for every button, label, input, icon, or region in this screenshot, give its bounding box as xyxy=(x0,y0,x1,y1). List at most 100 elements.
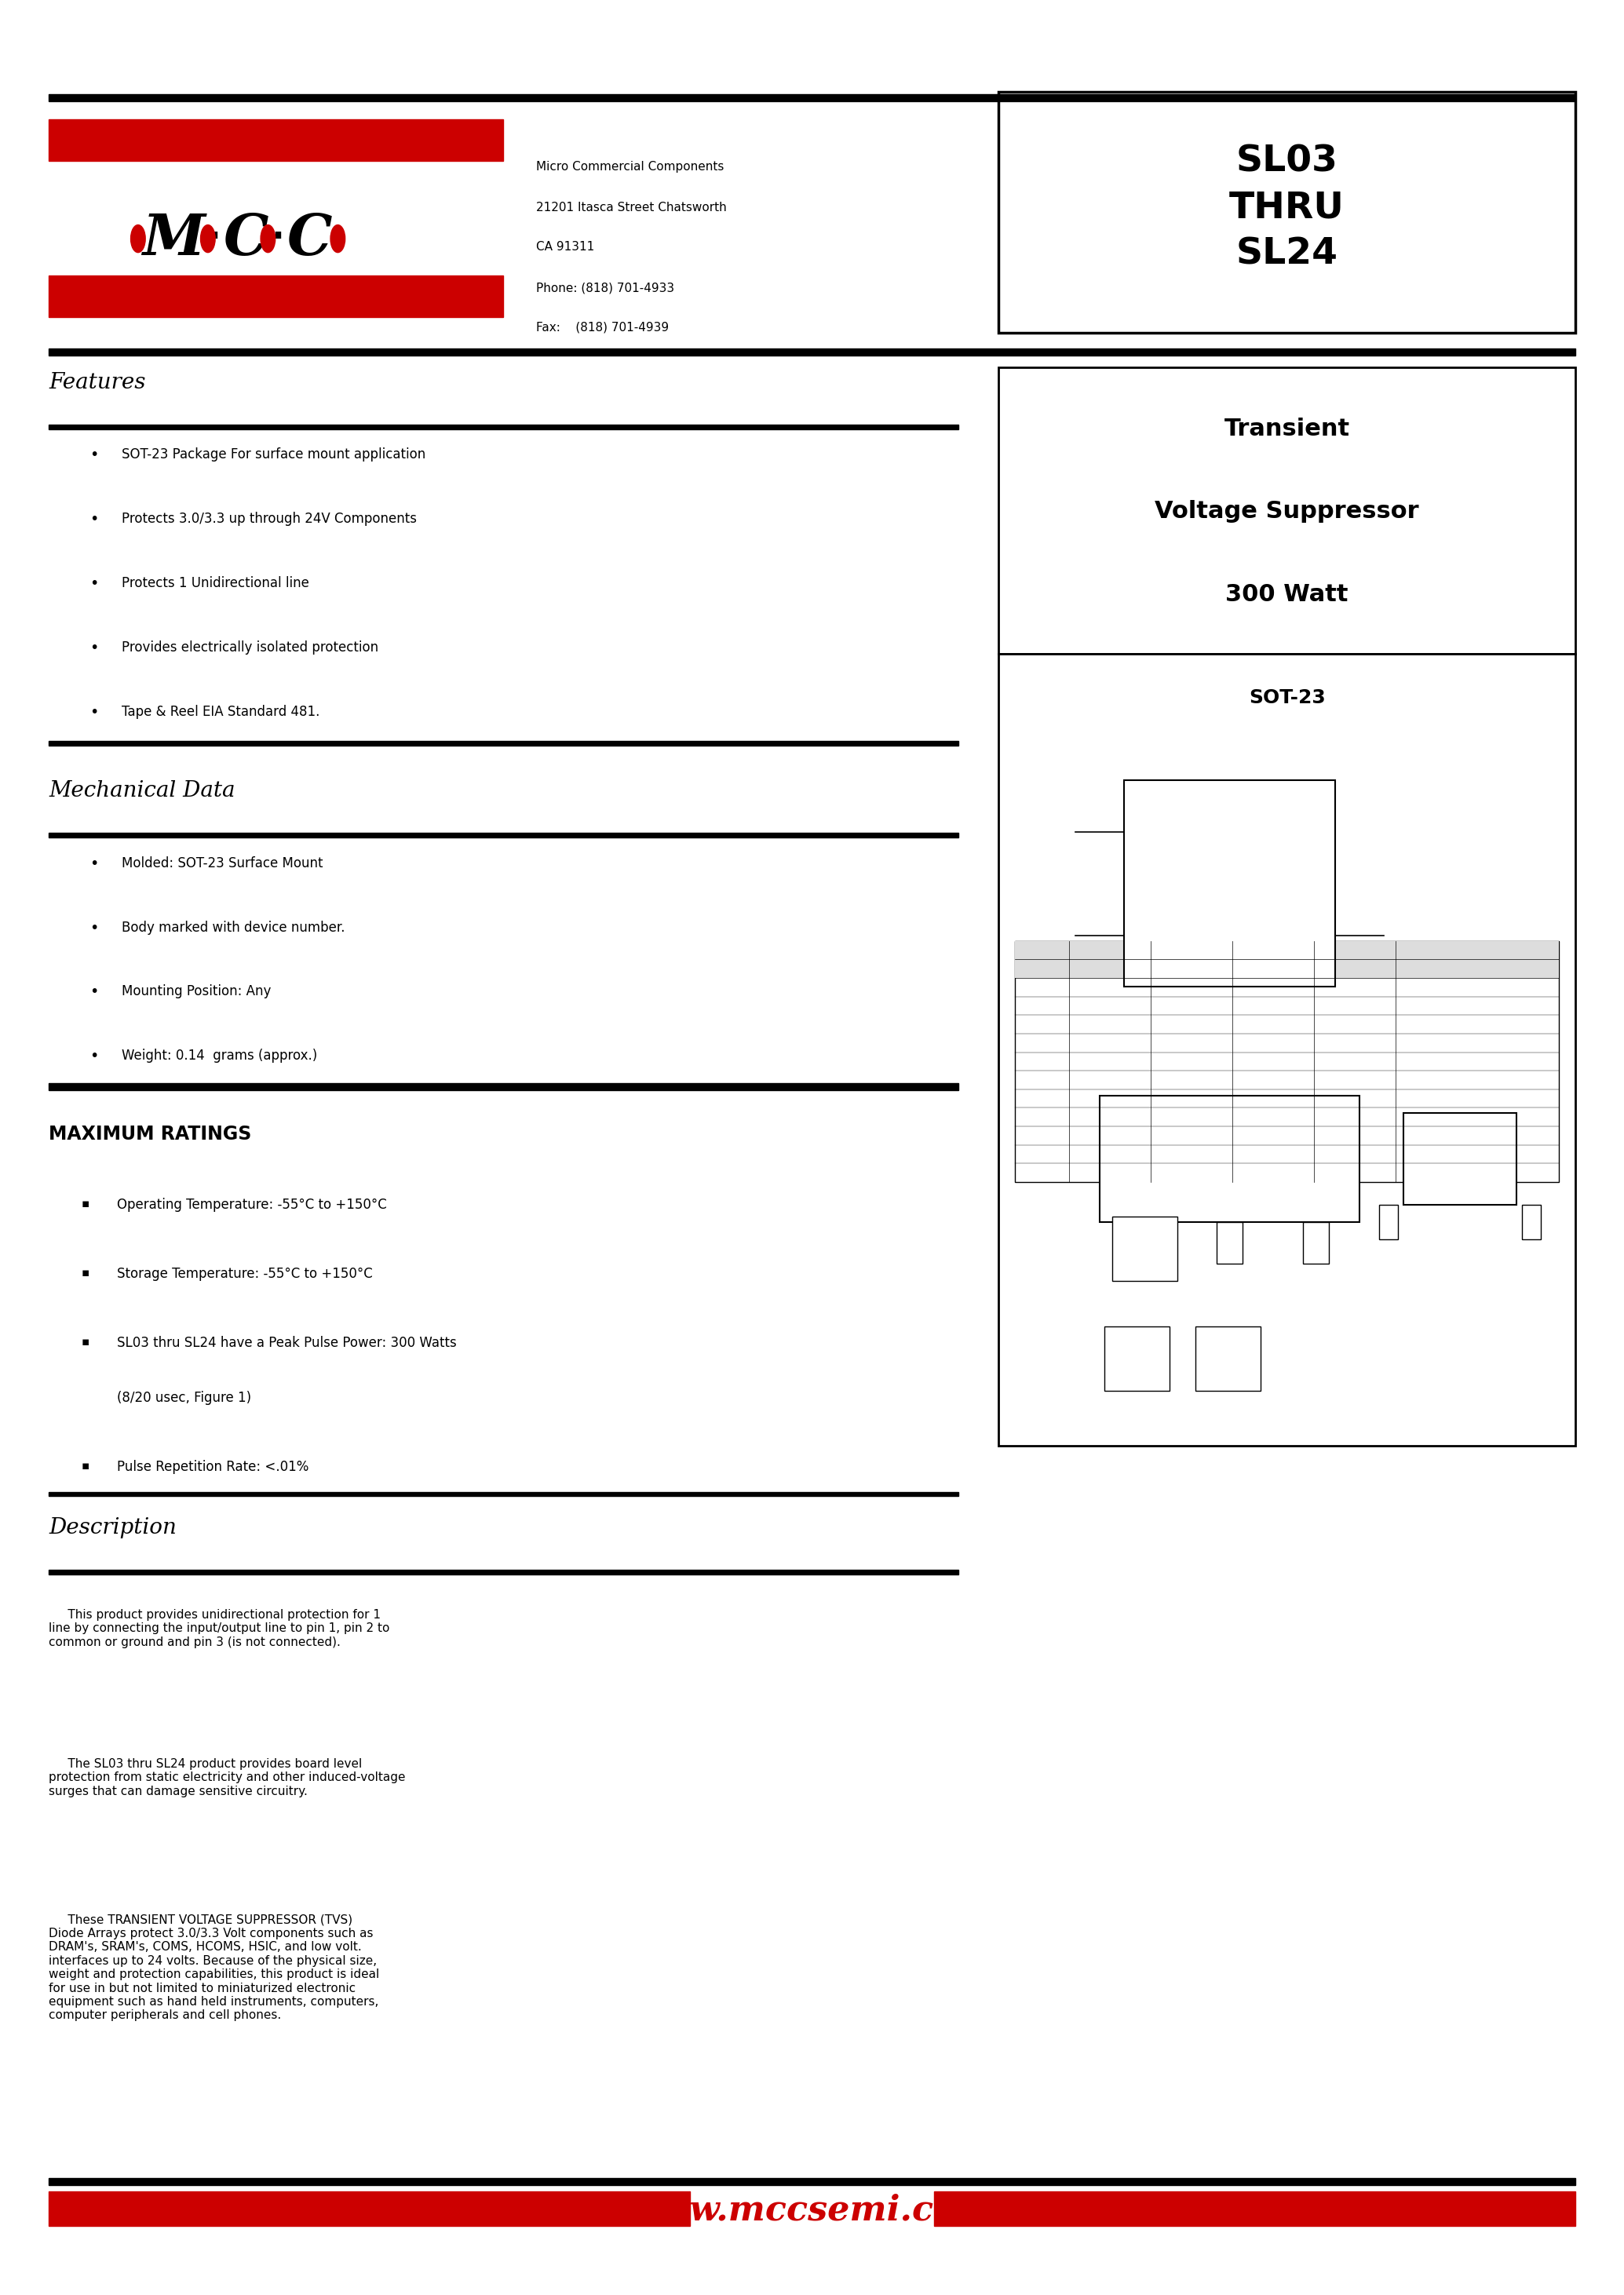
Text: SL03
THRU
SL24: SL03 THRU SL24 xyxy=(1229,145,1345,271)
Text: ▪: ▪ xyxy=(81,1460,89,1471)
Text: 2.64: 2.64 xyxy=(1348,1003,1363,1010)
Bar xyxy=(999,92,1575,333)
Text: 3.04: 3.04 xyxy=(1348,985,1363,991)
Bar xyxy=(1124,780,1335,987)
Text: Weight: 0.14  grams (approx.): Weight: 0.14 grams (approx.) xyxy=(122,1049,317,1063)
Text: F: F xyxy=(1140,1297,1145,1304)
Bar xyxy=(1099,1097,1359,1221)
Bar xyxy=(999,367,1575,654)
Text: .037
.950: .037 .950 xyxy=(1129,1402,1145,1416)
Text: Storage Temperature: -55°C to +150°C: Storage Temperature: -55°C to +150°C xyxy=(117,1267,372,1281)
Text: Operating Temperature: -55°C to +150°C: Operating Temperature: -55°C to +150°C xyxy=(117,1198,387,1212)
Text: .944: .944 xyxy=(1184,1113,1200,1120)
Text: Pad Layout: Pad Layout xyxy=(1179,1235,1233,1244)
Bar xyxy=(1522,1205,1541,1239)
Text: .180: .180 xyxy=(1348,1131,1363,1138)
Bar xyxy=(49,275,503,317)
Text: www.mccsemi.com: www.mccsemi.com xyxy=(630,2194,994,2226)
Text: MAXIMUM RATINGS: MAXIMUM RATINGS xyxy=(49,1125,252,1143)
Text: •: • xyxy=(89,985,97,998)
Text: .035: .035 xyxy=(1103,1040,1117,1047)
Text: Features: Features xyxy=(49,372,146,392)
Text: G: G xyxy=(1052,1095,1059,1102)
Text: D: D xyxy=(1052,1040,1059,1047)
Text: .083: .083 xyxy=(1103,1003,1117,1010)
Text: Phone: (818) 701-4933: Phone: (818) 701-4933 xyxy=(536,282,674,294)
Text: .45: .45 xyxy=(1268,1076,1280,1083)
Text: Suggested Solder: Suggested Solder xyxy=(1161,1198,1249,1207)
Text: ▪: ▪ xyxy=(81,1198,89,1209)
Text: .007: .007 xyxy=(1184,1131,1200,1138)
Text: •: • xyxy=(89,512,97,526)
Text: The SL03 thru SL24 product provides board level
protection from static electrici: The SL03 thru SL24 product provides boar… xyxy=(49,1758,406,1797)
Text: Fax:    (818) 701-4939: Fax: (818) 701-4939 xyxy=(536,321,669,333)
Text: Description: Description xyxy=(49,1517,177,1538)
Bar xyxy=(49,2178,1575,2185)
Text: MIN: MIN xyxy=(1103,966,1117,973)
Bar xyxy=(49,94,1575,101)
Text: .013: .013 xyxy=(1265,1095,1281,1102)
Text: •: • xyxy=(89,448,97,461)
Text: SOT-23 Package For surface mount application: SOT-23 Package For surface mount applica… xyxy=(122,448,425,461)
Text: J: J xyxy=(1557,1152,1561,1161)
Bar xyxy=(1403,1113,1517,1205)
Text: A: A xyxy=(1054,985,1059,991)
Text: Provides electrically isolated protection: Provides electrically isolated protectio… xyxy=(122,640,378,654)
Text: .047: .047 xyxy=(1103,1021,1117,1028)
Text: .085: .085 xyxy=(1265,1131,1281,1138)
Text: .024: .024 xyxy=(1184,1076,1200,1083)
Text: 2.80: 2.80 xyxy=(1265,985,1281,991)
Text: Micro Commercial Components: Micro Commercial Components xyxy=(536,161,724,172)
Text: Voltage Suppressor: Voltage Suppressor xyxy=(1155,500,1419,523)
Text: •: • xyxy=(89,705,97,718)
Text: 1.20: 1.20 xyxy=(1265,1021,1281,1028)
Bar xyxy=(1104,1327,1169,1391)
Text: This product provides unidirectional protection for 1
line by connecting the inp: This product provides unidirectional pro… xyxy=(49,1609,390,1648)
Text: A: A xyxy=(1226,695,1233,705)
Text: .015: .015 xyxy=(1103,1150,1117,1157)
Text: 1.03: 1.03 xyxy=(1348,1040,1363,1047)
Text: These TRANSIENT VOLTAGE SUPPRESSOR (TVS)
Diode Arrays protect 3.0/3.3 Volt compo: These TRANSIENT VOLTAGE SUPPRESSOR (TVS)… xyxy=(49,1914,380,2022)
Text: H: H xyxy=(1457,1072,1463,1081)
Bar xyxy=(49,2192,690,2226)
Text: •: • xyxy=(89,640,97,654)
Text: inches
mm: inches mm xyxy=(1330,1242,1353,1255)
Text: •: • xyxy=(89,856,97,870)
Text: .89: .89 xyxy=(1268,1113,1280,1120)
Bar xyxy=(1216,1221,1242,1262)
Text: E: E xyxy=(1270,1297,1275,1304)
Text: NOTE: NOTE xyxy=(1434,946,1455,955)
Text: (8/20 usec, Figure 1): (8/20 usec, Figure 1) xyxy=(117,1391,252,1405)
Text: C: C xyxy=(1280,932,1285,939)
Text: Protects 1 Unidirectional line: Protects 1 Unidirectional line xyxy=(122,576,309,590)
Text: 1.78: 1.78 xyxy=(1265,1058,1281,1065)
Text: .0039: .0039 xyxy=(1182,1095,1202,1102)
Text: 1.12: 1.12 xyxy=(1348,1113,1363,1120)
Text: K: K xyxy=(1054,1150,1059,1157)
Text: SOT-23: SOT-23 xyxy=(1249,688,1325,707)
Text: 2.10: 2.10 xyxy=(1265,1003,1281,1010)
Text: 2.05: 2.05 xyxy=(1348,1058,1363,1065)
Text: .079
2.000: .079 2.000 xyxy=(1291,1242,1311,1255)
Text: .035
.900: .035 .900 xyxy=(1083,1304,1099,1317)
Text: Molded: SOT-23 Surface Mount: Molded: SOT-23 Surface Mount xyxy=(122,856,323,870)
Text: D|MENSIONS: D|MENSIONS xyxy=(1255,920,1319,929)
Text: MAX: MAX xyxy=(1348,966,1363,973)
Ellipse shape xyxy=(260,225,274,252)
Text: ▪: ▪ xyxy=(81,1336,89,1347)
Text: INCHES: INCHES xyxy=(1137,950,1166,957)
Bar xyxy=(999,654,1575,1446)
Text: 1.40: 1.40 xyxy=(1348,1021,1363,1028)
Text: H: H xyxy=(1052,1113,1059,1120)
Text: MM: MM xyxy=(1307,950,1320,957)
Text: .60: .60 xyxy=(1350,1076,1361,1083)
Text: Mechanical Data: Mechanical Data xyxy=(49,780,235,801)
Text: 300 Watt: 300 Watt xyxy=(1226,583,1348,606)
Bar xyxy=(49,425,958,429)
Text: G: G xyxy=(1039,1154,1047,1164)
Bar xyxy=(934,2192,1575,2226)
Text: Mounting Position: Any: Mounting Position: Any xyxy=(122,985,271,998)
Bar xyxy=(1379,1205,1398,1239)
Bar xyxy=(49,349,1575,356)
Text: Body marked with device number.: Body marked with device number. xyxy=(122,920,346,934)
